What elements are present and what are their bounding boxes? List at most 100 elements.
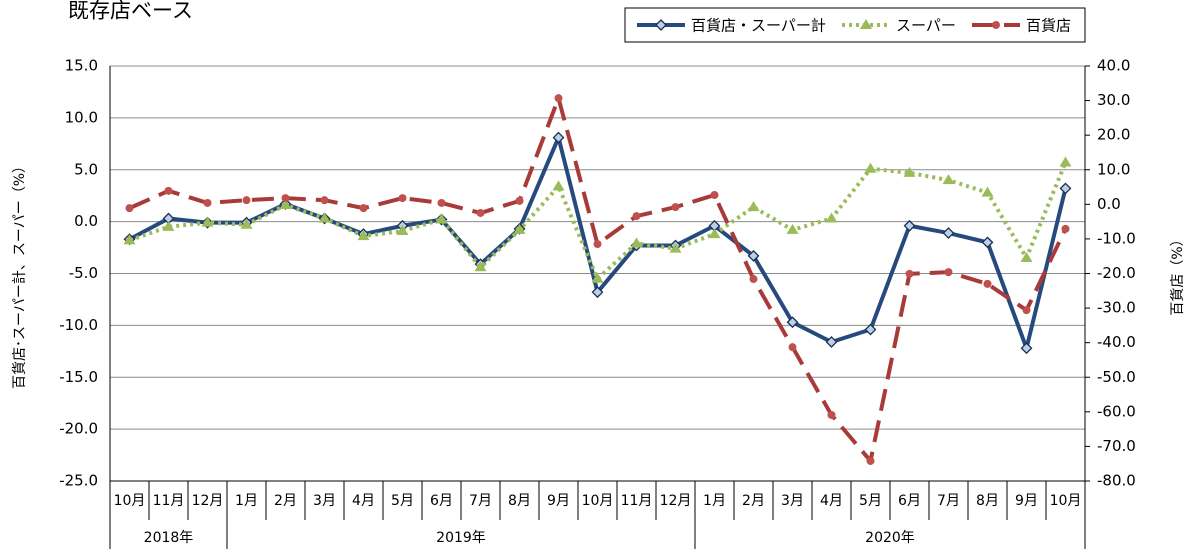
marker: [398, 194, 407, 203]
y2-tick-label: -50.0: [1097, 368, 1136, 386]
marker: [554, 94, 563, 103]
marker: [396, 224, 409, 235]
y2-tick-label: -30.0: [1097, 299, 1136, 317]
x-tick-label: 4月: [352, 493, 375, 509]
y-tick-label: -25.0: [59, 472, 98, 490]
marker: [279, 199, 292, 210]
legend-label: 百貨店・スーパー計: [691, 17, 826, 35]
marker: [992, 21, 1000, 29]
chart-title: 既存店ベース: [68, 0, 193, 23]
x-tick-label: 11月: [153, 493, 185, 509]
marker: [435, 213, 448, 224]
marker: [474, 261, 487, 272]
y-tick-label: -20.0: [59, 420, 98, 438]
x-tick-label: 5月: [391, 493, 414, 509]
marker: [747, 249, 760, 262]
marker: [240, 218, 253, 229]
marker: [749, 275, 758, 284]
marker: [1020, 342, 1033, 355]
x-tick-label: 9月: [547, 493, 570, 509]
y2-tick-label: -60.0: [1097, 402, 1136, 420]
marker: [318, 212, 331, 223]
marker: [552, 131, 565, 144]
marker: [1020, 251, 1033, 262]
legend: 百貨店・スーパー計 スーパー 百貨店: [624, 7, 1086, 43]
legend-label: 百貨店: [1026, 17, 1071, 35]
marker: [786, 223, 799, 234]
marker: [632, 212, 641, 221]
marker: [981, 236, 994, 249]
marker: [1059, 182, 1072, 195]
marker: [825, 212, 838, 223]
marker: [655, 19, 667, 31]
y2-tick-label: -40.0: [1097, 333, 1136, 351]
marker: [591, 272, 604, 283]
marker: [864, 162, 877, 173]
marker: [983, 279, 992, 288]
marker: [203, 198, 212, 207]
x-tick-label: 7月: [469, 493, 492, 509]
y-tick-label: 5.0: [74, 160, 98, 178]
x-tick-label: 12月: [660, 493, 692, 509]
marker: [513, 223, 526, 234]
x-tick-label: 6月: [898, 493, 921, 509]
x-tick-label: 9月: [1015, 493, 1038, 509]
marker: [357, 230, 370, 241]
marker: [281, 194, 290, 203]
marker: [786, 316, 799, 329]
marker: [866, 456, 875, 465]
x-tick-label: 10月: [114, 493, 146, 509]
x-tick-label: 2月: [274, 493, 297, 509]
y-tick-label: -10.0: [59, 316, 98, 334]
x-group-label: 2019年: [436, 530, 486, 546]
marker: [125, 204, 134, 213]
marker: [747, 201, 760, 212]
x-tick-label: 10月: [1050, 493, 1082, 509]
marker: [860, 19, 872, 29]
y2-tick-label: 30.0: [1097, 91, 1130, 109]
marker: [827, 410, 836, 419]
y2-tick-label: -80.0: [1097, 472, 1136, 490]
x-tick-label: 8月: [508, 493, 531, 509]
x-tick-label: 3月: [313, 493, 336, 509]
y-tick-label: -5.0: [69, 264, 98, 282]
marker: [437, 198, 446, 207]
marker: [864, 323, 877, 336]
x-tick-label: 2月: [742, 493, 765, 509]
marker: [320, 196, 329, 205]
marker: [123, 234, 136, 245]
marker: [164, 186, 173, 195]
y-tick-label: 0.0: [74, 212, 98, 230]
x-tick-label: 11月: [621, 493, 653, 509]
marker: [669, 242, 682, 253]
marker: [903, 166, 916, 177]
x-group-label: 2018年: [144, 530, 194, 546]
marker: [552, 180, 565, 191]
marker: [201, 216, 214, 227]
y2-tick-label: 20.0: [1097, 126, 1130, 144]
x-tick-label: 3月: [781, 493, 804, 509]
x-tick-label: 10月: [582, 493, 614, 509]
marker: [981, 186, 994, 197]
y-tick-label: 15.0: [65, 57, 98, 75]
marker: [591, 286, 604, 299]
y-tick-label: -15.0: [59, 368, 98, 386]
x-tick-label: 8月: [976, 493, 999, 509]
y2-tick-label: -10.0: [1097, 229, 1136, 247]
x-tick-label: 1月: [235, 493, 258, 509]
marker: [710, 190, 719, 199]
marker: [671, 203, 680, 212]
x-tick-label: 4月: [820, 493, 843, 509]
legend-label: スーパー: [896, 17, 956, 35]
marker: [942, 174, 955, 185]
marker: [515, 196, 524, 205]
y-axis-label: 百貨店･スーパー計、スーパー（%）: [11, 159, 28, 389]
marker: [903, 219, 916, 232]
x-tick-label: 6月: [430, 493, 453, 509]
marker: [242, 196, 251, 205]
y2-tick-label: -20.0: [1097, 264, 1136, 282]
x-tick-label: 12月: [192, 493, 224, 509]
y2-tick-label: 10.0: [1097, 160, 1130, 178]
marker: [630, 237, 643, 248]
